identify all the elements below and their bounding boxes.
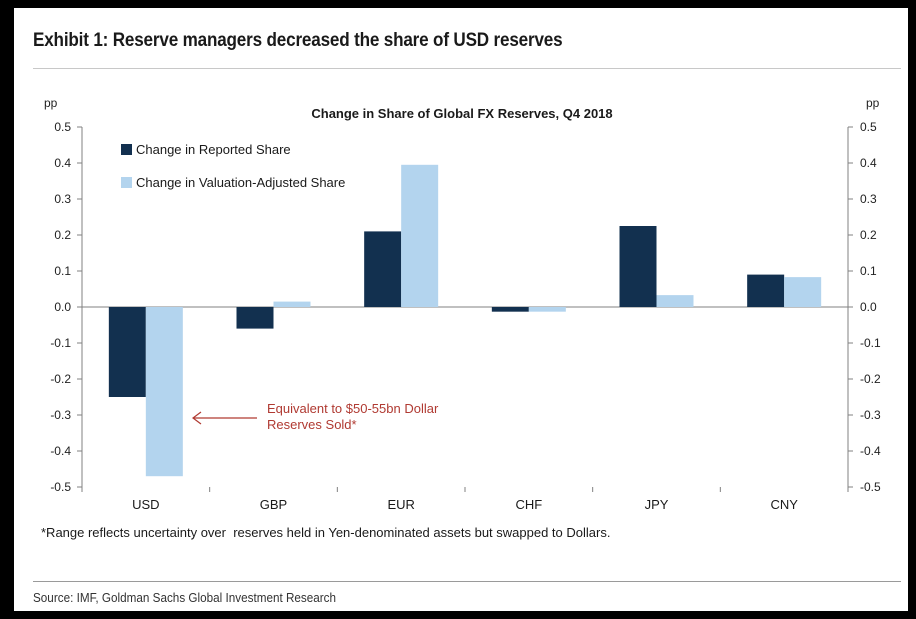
- title-divider: [33, 68, 901, 69]
- y-tick-label-left: -0.5: [50, 480, 71, 494]
- y-tick-label-left: 0.5: [54, 120, 71, 134]
- legend-label-valuation-adjusted: Change in Valuation-Adjusted Share: [136, 175, 345, 190]
- source-note: Source: IMF, Goldman Sachs Global Invest…: [33, 590, 337, 605]
- bar-chf-reported: [491, 307, 529, 312]
- axes: 0.5 0.5 0.4 0.4 0.3 0.3 0.2 0.2 0.1 0.1 0.0 0.0 -0.1…: [50, 120, 881, 494]
- legend-label-reported: Change in Reported Share: [136, 142, 291, 157]
- x-tick-label: CHF: [515, 497, 542, 512]
- bar-eur-valuation-adjusted: [401, 164, 439, 307]
- bar-chf-valuation-adjusted: [528, 307, 566, 312]
- annotation: Equivalent to $50-55bn Dollar Reserves S…: [192, 401, 439, 432]
- y-tick-label-left: -0.3: [50, 408, 71, 422]
- bar-jpy-valuation-adjusted: [656, 295, 694, 307]
- bar-jpy-reported: [619, 226, 657, 307]
- bar-usd-reported: [108, 307, 146, 397]
- annotation-text-line-2: Reserves Sold*: [267, 417, 357, 432]
- x-axis-labels: USD GBP EUR CHF JPY CNY: [132, 497, 798, 512]
- y-tick-label-right: -0.3: [860, 408, 881, 422]
- y-tick-label-right: 0.4: [860, 156, 877, 170]
- bar-eur-reported: [364, 231, 402, 307]
- bars: [108, 164, 822, 477]
- y-tick-label-right: 0.2: [860, 228, 877, 242]
- y-axis-right-label: pp: [866, 96, 880, 110]
- x-tick-label: EUR: [387, 497, 414, 512]
- bar-gbp-reported: [236, 307, 274, 329]
- y-tick-label-right: -0.4: [860, 444, 881, 458]
- annotation-text-line-1: Equivalent to $50-55bn Dollar: [267, 401, 439, 416]
- y-tick-label-left: -0.2: [50, 372, 71, 386]
- y-tick-label-right: -0.1: [860, 336, 881, 350]
- legend-swatch-valuation-adjusted: [121, 177, 132, 188]
- exhibit-title: Exhibit 1: Reserve managers decreased th…: [33, 30, 563, 51]
- y-tick-label-right: 0.3: [860, 192, 877, 206]
- y-tick-label-right: 0.1: [860, 264, 877, 278]
- y-tick-label-left: 0.4: [54, 156, 71, 170]
- y-tick-label-right: -0.2: [860, 372, 881, 386]
- y-tick-label-right: -0.5: [860, 480, 881, 494]
- chart-title: Change in Share of Global FX Reserves, Q…: [311, 106, 612, 121]
- y-tick-label-left: -0.4: [50, 444, 71, 458]
- x-tick-label: JPY: [645, 497, 669, 512]
- arrow-left-icon: [192, 411, 202, 425]
- y-axis-left-label: pp: [44, 96, 58, 110]
- bar-cny-reported: [747, 274, 785, 307]
- chart-footnote: *Range reflects uncertainty over reserve…: [41, 525, 610, 540]
- y-tick-label-left: 0.0: [54, 300, 71, 314]
- y-tick-label-left: 0.3: [54, 192, 71, 206]
- y-tick-label-left: 0.1: [54, 264, 71, 278]
- legend-swatch-reported: [121, 144, 132, 155]
- x-tick-label: GBP: [260, 497, 287, 512]
- bar-usd-valuation-adjusted: [145, 307, 183, 477]
- bar-gbp-valuation-adjusted: [273, 301, 311, 307]
- bar-cny-valuation-adjusted: [784, 277, 822, 307]
- x-tick-label: CNY: [770, 497, 798, 512]
- y-tick-label-left: 0.2: [54, 228, 71, 242]
- legend: Change in Reported Share Change in Valua…: [121, 142, 345, 190]
- y-tick-label-right: 0.5: [860, 120, 877, 134]
- y-tick-label-right: 0.0: [860, 300, 877, 314]
- y-tick-label-left: -0.1: [50, 336, 71, 350]
- x-tick-label: USD: [132, 497, 159, 512]
- source-divider: [33, 581, 901, 582]
